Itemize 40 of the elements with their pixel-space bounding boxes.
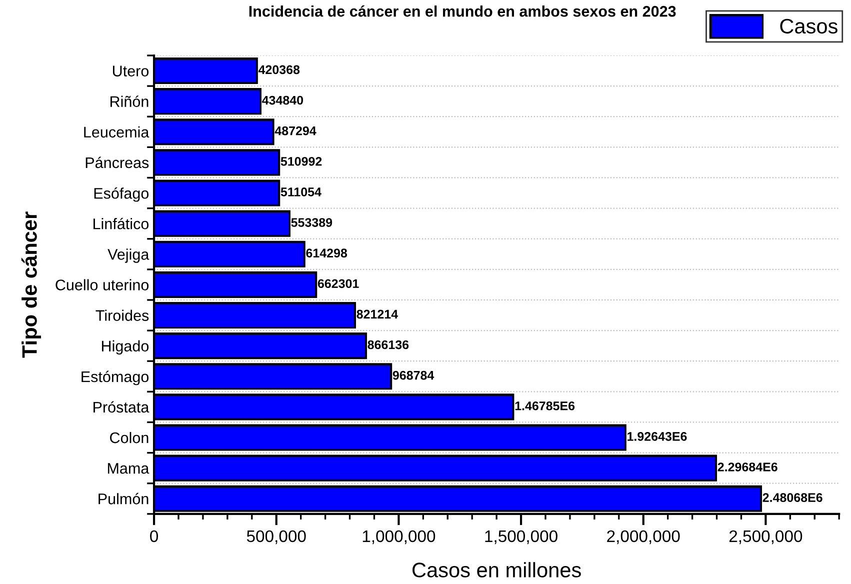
data-label: 1.92643E6	[628, 432, 687, 441]
y-tick-label: Utero	[112, 66, 149, 76]
y-tick-label: Páncreas	[86, 156, 149, 168]
x-axis-title: Casos en millones	[412, 562, 581, 578]
data-label: 1.46785E6	[515, 401, 575, 410]
y-tick-label: Próstata	[94, 401, 150, 413]
y-tick-label: Mama	[108, 463, 150, 474]
x-tick-label: 500,000	[246, 530, 306, 544]
x-tick-label: 2,500,000	[729, 530, 802, 544]
x-tick-label: 1,500,000	[485, 530, 558, 544]
data-label: 866136	[368, 340, 409, 350]
y-tick-label: Estómago	[82, 370, 149, 386]
data-label: 553389	[291, 218, 332, 227]
chart-title: Incidencia de cáncer en el mundo en ambos sexos en 2023	[249, 5, 676, 17]
y-tick-label: Cuello uterino	[56, 279, 149, 290]
data-label: 510992	[280, 156, 322, 166]
y-tick-label: Colon	[110, 432, 148, 444]
data-label: 662301	[318, 279, 359, 288]
data-label: 821214	[356, 310, 398, 319]
data-label: 614298	[306, 248, 348, 258]
data-label: 968784	[392, 370, 434, 380]
x-tick-label: 2,000,000	[607, 530, 680, 544]
data-label: 2.29684E6	[718, 462, 778, 472]
y-tick-label: Vejiga	[108, 248, 150, 263]
x-tick-label: 1,000,000	[362, 530, 436, 544]
x-tick-label: 0	[150, 530, 158, 542]
y-tick-label: Leucemia	[84, 126, 150, 138]
data-label: 511054	[280, 188, 322, 196]
data-label: 2.48068E6	[762, 493, 822, 502]
y-tick-label: Esófago	[94, 187, 149, 202]
data-label: 487294	[274, 126, 316, 136]
data-label: 420368	[258, 65, 300, 74]
y-axis-title: Tipo de cáncer	[21, 212, 42, 358]
y-tick-label: Linfático	[94, 218, 149, 230]
data-label: 434840	[262, 96, 304, 105]
y-tick-label: Higado	[102, 340, 149, 355]
y-tick-label: Tiroides	[96, 310, 149, 321]
y-tick-label: Riñón	[110, 96, 148, 108]
y-tick-label: Pulmón	[98, 492, 148, 504]
legend-label: Casos	[780, 18, 838, 34]
